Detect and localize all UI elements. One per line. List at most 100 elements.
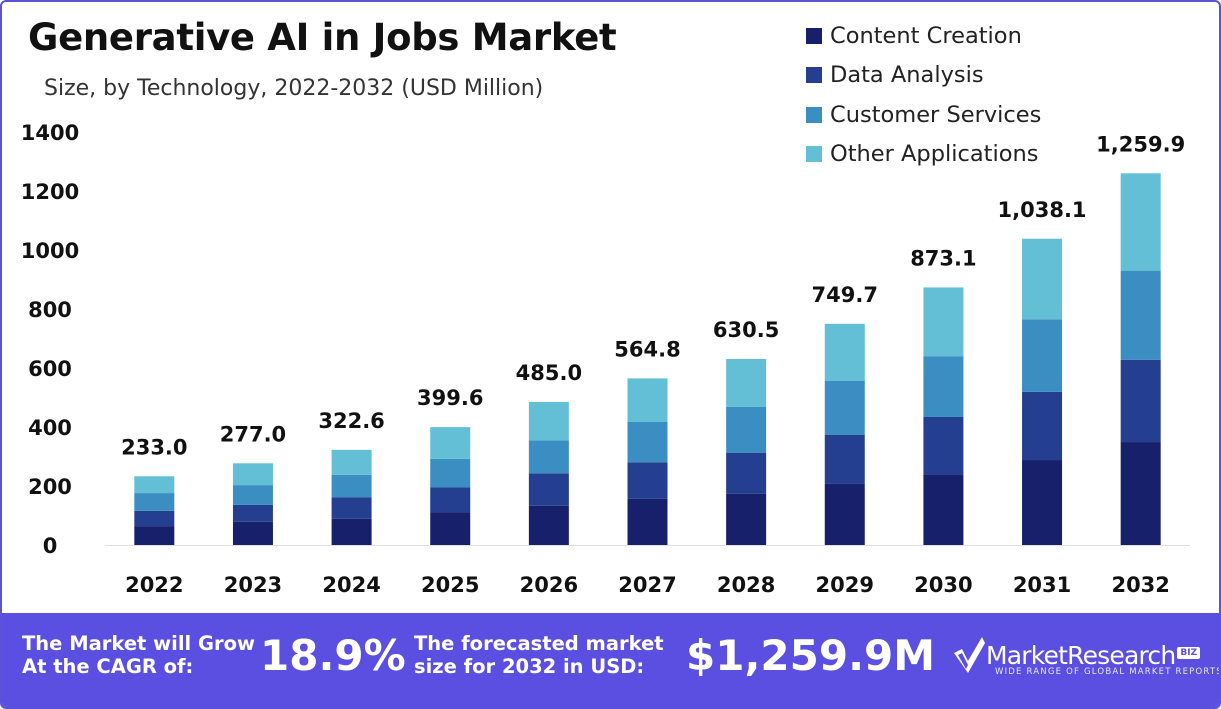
forecast-label: The forecasted market size for 2032 in U… xyxy=(414,632,664,678)
bar-segment xyxy=(232,504,273,522)
bar-total-label: 873.1 xyxy=(910,246,976,270)
bar-total-label: 749.7 xyxy=(812,283,878,307)
cagr-label-line1: The Market will Grow xyxy=(22,632,256,655)
legend-item-content-creation: Content Creation xyxy=(806,16,1041,56)
bar-segment xyxy=(1120,270,1161,360)
y-tick-label: 1000 xyxy=(21,239,79,263)
x-tick-label: 2030 xyxy=(914,573,972,597)
stacked-bar-chart: 0 200 400 600 800 1000 1200 1400 233.0 2022 277.0 2… xyxy=(21,121,1190,597)
bar-segment xyxy=(528,401,569,441)
legend-swatch xyxy=(806,27,822,44)
bar-segment xyxy=(528,440,569,474)
x-tick-label: 2028 xyxy=(717,573,775,597)
bar-segment xyxy=(134,476,175,494)
chart-subtitle: Size, by Technology, 2022-2032 (USD Mill… xyxy=(44,76,544,101)
y-tick-label: 1400 xyxy=(21,121,79,145)
x-tick-label: 2025 xyxy=(421,573,479,597)
chart-legend: Content Creation Data Analysis Customer … xyxy=(806,16,1041,174)
brand-tagline: WIDE RANGE OF GLOBAL MARKET REPORTS xyxy=(995,667,1221,677)
bar-total-label: 1,038.1 xyxy=(998,198,1087,222)
bar-total-label: 399.6 xyxy=(417,386,483,410)
bar-total-label: 277.0 xyxy=(220,422,286,446)
x-tick-label: 2024 xyxy=(322,573,380,597)
x-tick-label: 2032 xyxy=(1111,573,1169,597)
bar-segment xyxy=(331,518,372,545)
legend-item-other-applications: Other Applications xyxy=(806,135,1041,175)
bar-segment xyxy=(134,493,175,511)
brand-name: MarketResearch xyxy=(986,640,1176,670)
cagr-label: The Market will Grow At the CAGR of: xyxy=(22,632,255,678)
bar-segment xyxy=(232,485,273,505)
bar-segment xyxy=(726,406,767,453)
bar-segment xyxy=(1120,359,1161,443)
bar-total-label: 322.6 xyxy=(318,409,384,433)
bar-segment xyxy=(923,474,964,545)
bar-total-label: 564.8 xyxy=(614,337,680,361)
bar-segment xyxy=(430,458,471,488)
bar-total-label: 485.0 xyxy=(516,361,582,385)
bar-segment xyxy=(528,505,569,545)
bar-segment xyxy=(726,493,767,545)
bar-segment xyxy=(923,287,964,357)
bar-segment xyxy=(1022,460,1063,545)
bar-segment xyxy=(627,498,668,545)
bar-segment xyxy=(331,497,372,519)
bar-segment xyxy=(627,421,668,463)
x-tick-label: 2023 xyxy=(224,573,282,597)
cagr-value: 18.9% xyxy=(260,631,406,680)
bar-segment xyxy=(923,356,964,417)
bar-segment xyxy=(1022,319,1063,392)
y-tick-label: 600 xyxy=(28,357,72,381)
bar-segment xyxy=(1022,391,1063,461)
brand-checkmark-icon xyxy=(954,637,985,673)
legend-swatch xyxy=(806,67,822,84)
bar-segment xyxy=(824,323,865,381)
legend-label: Data Analysis xyxy=(830,62,984,89)
y-tick-label: 800 xyxy=(28,298,72,322)
brand-badge: BIZ xyxy=(1177,647,1201,659)
bar-segment xyxy=(1120,173,1161,271)
legend-label: Content Creation xyxy=(830,22,1022,49)
forecast-label-line1: The forecasted market xyxy=(414,632,664,655)
bar-segment xyxy=(430,427,471,459)
bar-segment xyxy=(430,487,471,513)
forecast-label-line2: size for 2032 in USD: xyxy=(414,655,645,678)
bar-segment xyxy=(331,449,372,475)
bar-segment xyxy=(134,526,175,545)
bar-segment xyxy=(824,434,865,484)
bar-segment xyxy=(1022,238,1063,320)
bar-total-label: 630.5 xyxy=(713,318,779,342)
bar-segment xyxy=(232,521,273,545)
legend-item-customer-services: Customer Services xyxy=(806,95,1041,135)
bar-segment xyxy=(134,510,175,527)
y-tick-label: 200 xyxy=(28,475,72,499)
legend-item-data-analysis: Data Analysis xyxy=(806,56,1041,96)
chart-title: Generative AI in Jobs Market xyxy=(28,16,617,59)
x-tick-label: 2031 xyxy=(1013,573,1071,597)
brand-logo: MarketResearch BIZ xyxy=(952,635,1201,675)
x-tick-label: 2027 xyxy=(618,573,676,597)
forecast-value: $1,259.9M xyxy=(686,631,936,680)
x-tick-label: 2022 xyxy=(125,573,183,597)
bar-segment xyxy=(627,378,668,422)
bar-segment xyxy=(331,474,372,498)
legend-label: Customer Services xyxy=(830,101,1042,128)
bar-segment xyxy=(232,463,273,486)
bar-segment xyxy=(1120,442,1161,545)
bar-segment xyxy=(923,416,964,475)
bar-segment xyxy=(824,483,865,545)
bar-total-label: 1,259.9 xyxy=(1096,132,1185,156)
legend-swatch xyxy=(806,106,822,123)
bar-segment xyxy=(627,462,668,499)
legend-label: Other Applications xyxy=(830,141,1039,168)
y-tick-label: 1200 xyxy=(21,180,79,204)
footer-banner: The Market will Grow At the CAGR of: 18.… xyxy=(2,613,1221,707)
x-tick-label: 2029 xyxy=(816,573,874,597)
bar-segment xyxy=(824,380,865,435)
legend-swatch xyxy=(806,146,822,163)
bar-segment xyxy=(726,359,767,407)
x-tick-label: 2026 xyxy=(520,573,578,597)
bar-segment xyxy=(726,452,767,494)
bar-total-label: 233.0 xyxy=(121,435,187,459)
